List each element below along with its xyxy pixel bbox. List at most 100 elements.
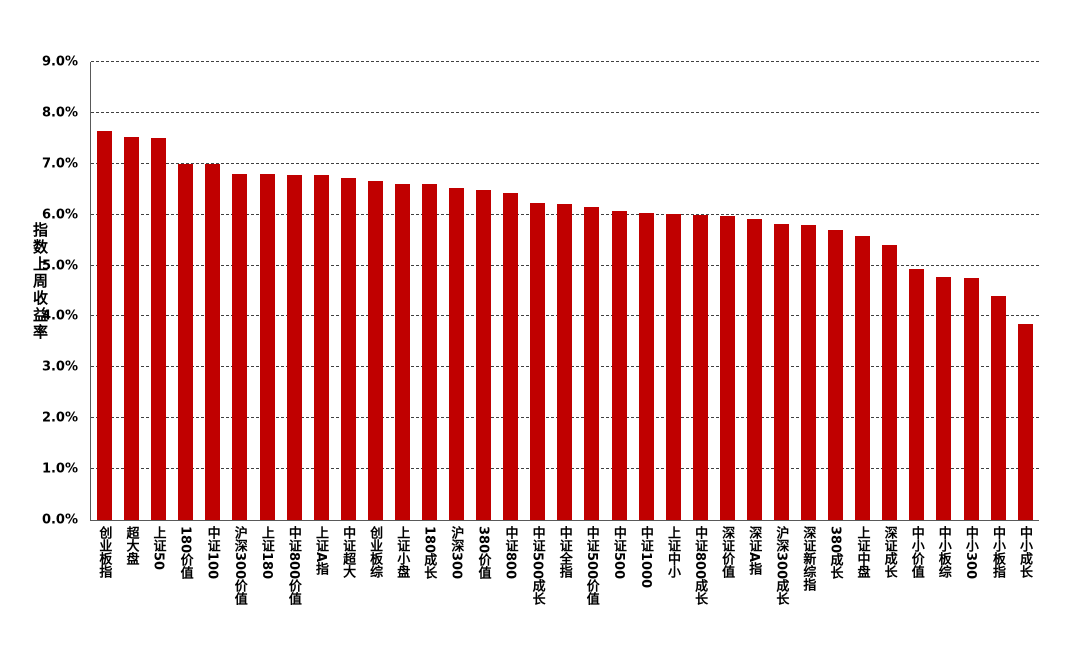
y-tick-label: 8.0% [41, 105, 78, 121]
bar-slot [118, 62, 145, 520]
x-category-label: 中证500 [610, 526, 626, 580]
x-category-label: 中证500成长 [529, 526, 545, 606]
bar [97, 130, 113, 520]
bar-slot [362, 62, 389, 520]
bar-slot [822, 62, 849, 520]
plot-area [90, 61, 1039, 521]
bar-slot [443, 62, 470, 520]
x-category-label: 中小板指 [989, 526, 1005, 578]
x-category-label: 上证中盘 [854, 526, 870, 578]
label-slot: 深证成长 [875, 526, 902, 668]
label-slot: 沪深300价值 [225, 526, 252, 668]
bar [665, 214, 681, 520]
label-slot: 中证500价值 [577, 526, 604, 668]
bar-slot [199, 62, 226, 520]
bar-slot [660, 62, 687, 520]
x-axis-labels: 创业板指 超大盘 上证50 180价值 中证100 沪深300价值 上证180 中证800价值… [90, 526, 1038, 668]
bar [801, 225, 817, 520]
label-slot: 中证800价值 [280, 526, 307, 668]
bar-slot [687, 62, 714, 520]
label-slot: 深证价值 [713, 526, 740, 668]
bars [91, 62, 1039, 520]
bar-slot [876, 62, 903, 520]
bar [719, 215, 735, 520]
bar-slot [1012, 62, 1039, 520]
x-category-label: 超大盘 [123, 526, 139, 565]
label-slot: 沪深300成长 [767, 526, 794, 668]
bar [828, 229, 844, 520]
bar-slot [985, 62, 1012, 520]
x-category-label: 中证超大 [340, 526, 356, 578]
bar-slot [741, 62, 768, 520]
y-tick-label: 5.0% [41, 258, 78, 274]
y-tick-label: 7.0% [41, 156, 78, 172]
label-slot: 中证全指 [550, 526, 577, 668]
bar [692, 214, 708, 520]
label-slot: 上证中盘 [848, 526, 875, 668]
bar [313, 175, 329, 520]
label-slot: 上证50 [144, 526, 171, 668]
label-slot: 创业板综 [361, 526, 388, 668]
label-slot: 上证180 [252, 526, 279, 668]
bar-slot [551, 62, 578, 520]
x-category-label: 中证800 [502, 526, 518, 580]
bar [773, 223, 789, 520]
bar [746, 218, 762, 520]
y-tick-label: 3.0% [41, 359, 78, 375]
bar-slot [930, 62, 957, 520]
x-category-label: 380成长 [827, 526, 843, 580]
label-slot: 创业板指 [90, 526, 117, 668]
bar [124, 137, 140, 520]
label-slot: 380成长 [821, 526, 848, 668]
label-slot: 沪深300 [442, 526, 469, 668]
bar [178, 163, 194, 520]
x-category-label: 创业板综 [367, 526, 383, 578]
bar-slot [497, 62, 524, 520]
bar [882, 245, 898, 520]
bar-slot [958, 62, 985, 520]
x-category-label: 中证100 [204, 526, 220, 580]
x-category-label: 深证A指 [746, 526, 762, 576]
x-category-label: 沪深300 [448, 526, 464, 580]
bar [259, 174, 275, 520]
label-slot: 中证1000 [632, 526, 659, 668]
x-category-label: 中小成长 [1017, 526, 1033, 578]
x-category-label: 深证价值 [719, 526, 735, 578]
bar-slot [389, 62, 416, 520]
y-tick-label: 0.0% [41, 512, 78, 528]
y-axis-title: 指数上周收益率 [31, 222, 49, 341]
x-category-label: 380价值 [475, 526, 491, 580]
label-slot: 中证500成长 [523, 526, 550, 668]
bar-slot [145, 62, 172, 520]
label-slot: 上证A指 [307, 526, 334, 668]
bar-slot [768, 62, 795, 520]
x-category-label: 中证1000 [637, 526, 653, 589]
bar-slot [849, 62, 876, 520]
bar [503, 193, 519, 520]
bar-slot [714, 62, 741, 520]
label-slot: 180价值 [171, 526, 198, 668]
bar [205, 163, 221, 520]
bar [638, 213, 654, 520]
y-tick-label: 2.0% [41, 410, 78, 426]
y-tick-label: 4.0% [41, 308, 78, 324]
label-slot: 中小板指 [984, 526, 1011, 668]
label-slot: 上证中小 [659, 526, 686, 668]
bar [611, 211, 627, 520]
bar-slot [416, 62, 443, 520]
x-category-label: 上证小盘 [394, 526, 410, 578]
label-slot: 中证100 [198, 526, 225, 668]
label-slot: 180成长 [415, 526, 442, 668]
bar [421, 184, 437, 520]
x-category-label: 中小价值 [908, 526, 924, 578]
bar-slot [605, 62, 632, 520]
y-axis-ticks: 0.0% 1.0% 2.0% 3.0% 4.0% 5.0% 6.0% 7.0% 8.0% 9.0% [0, 55, 84, 528]
bar-slot [91, 62, 118, 520]
bar [367, 181, 383, 520]
x-category-label: 中证800价值 [285, 526, 301, 606]
bar-slot [172, 62, 199, 520]
bar-slot [578, 62, 605, 520]
x-category-label: 180价值 [177, 526, 193, 580]
label-slot: 中小板综 [929, 526, 956, 668]
